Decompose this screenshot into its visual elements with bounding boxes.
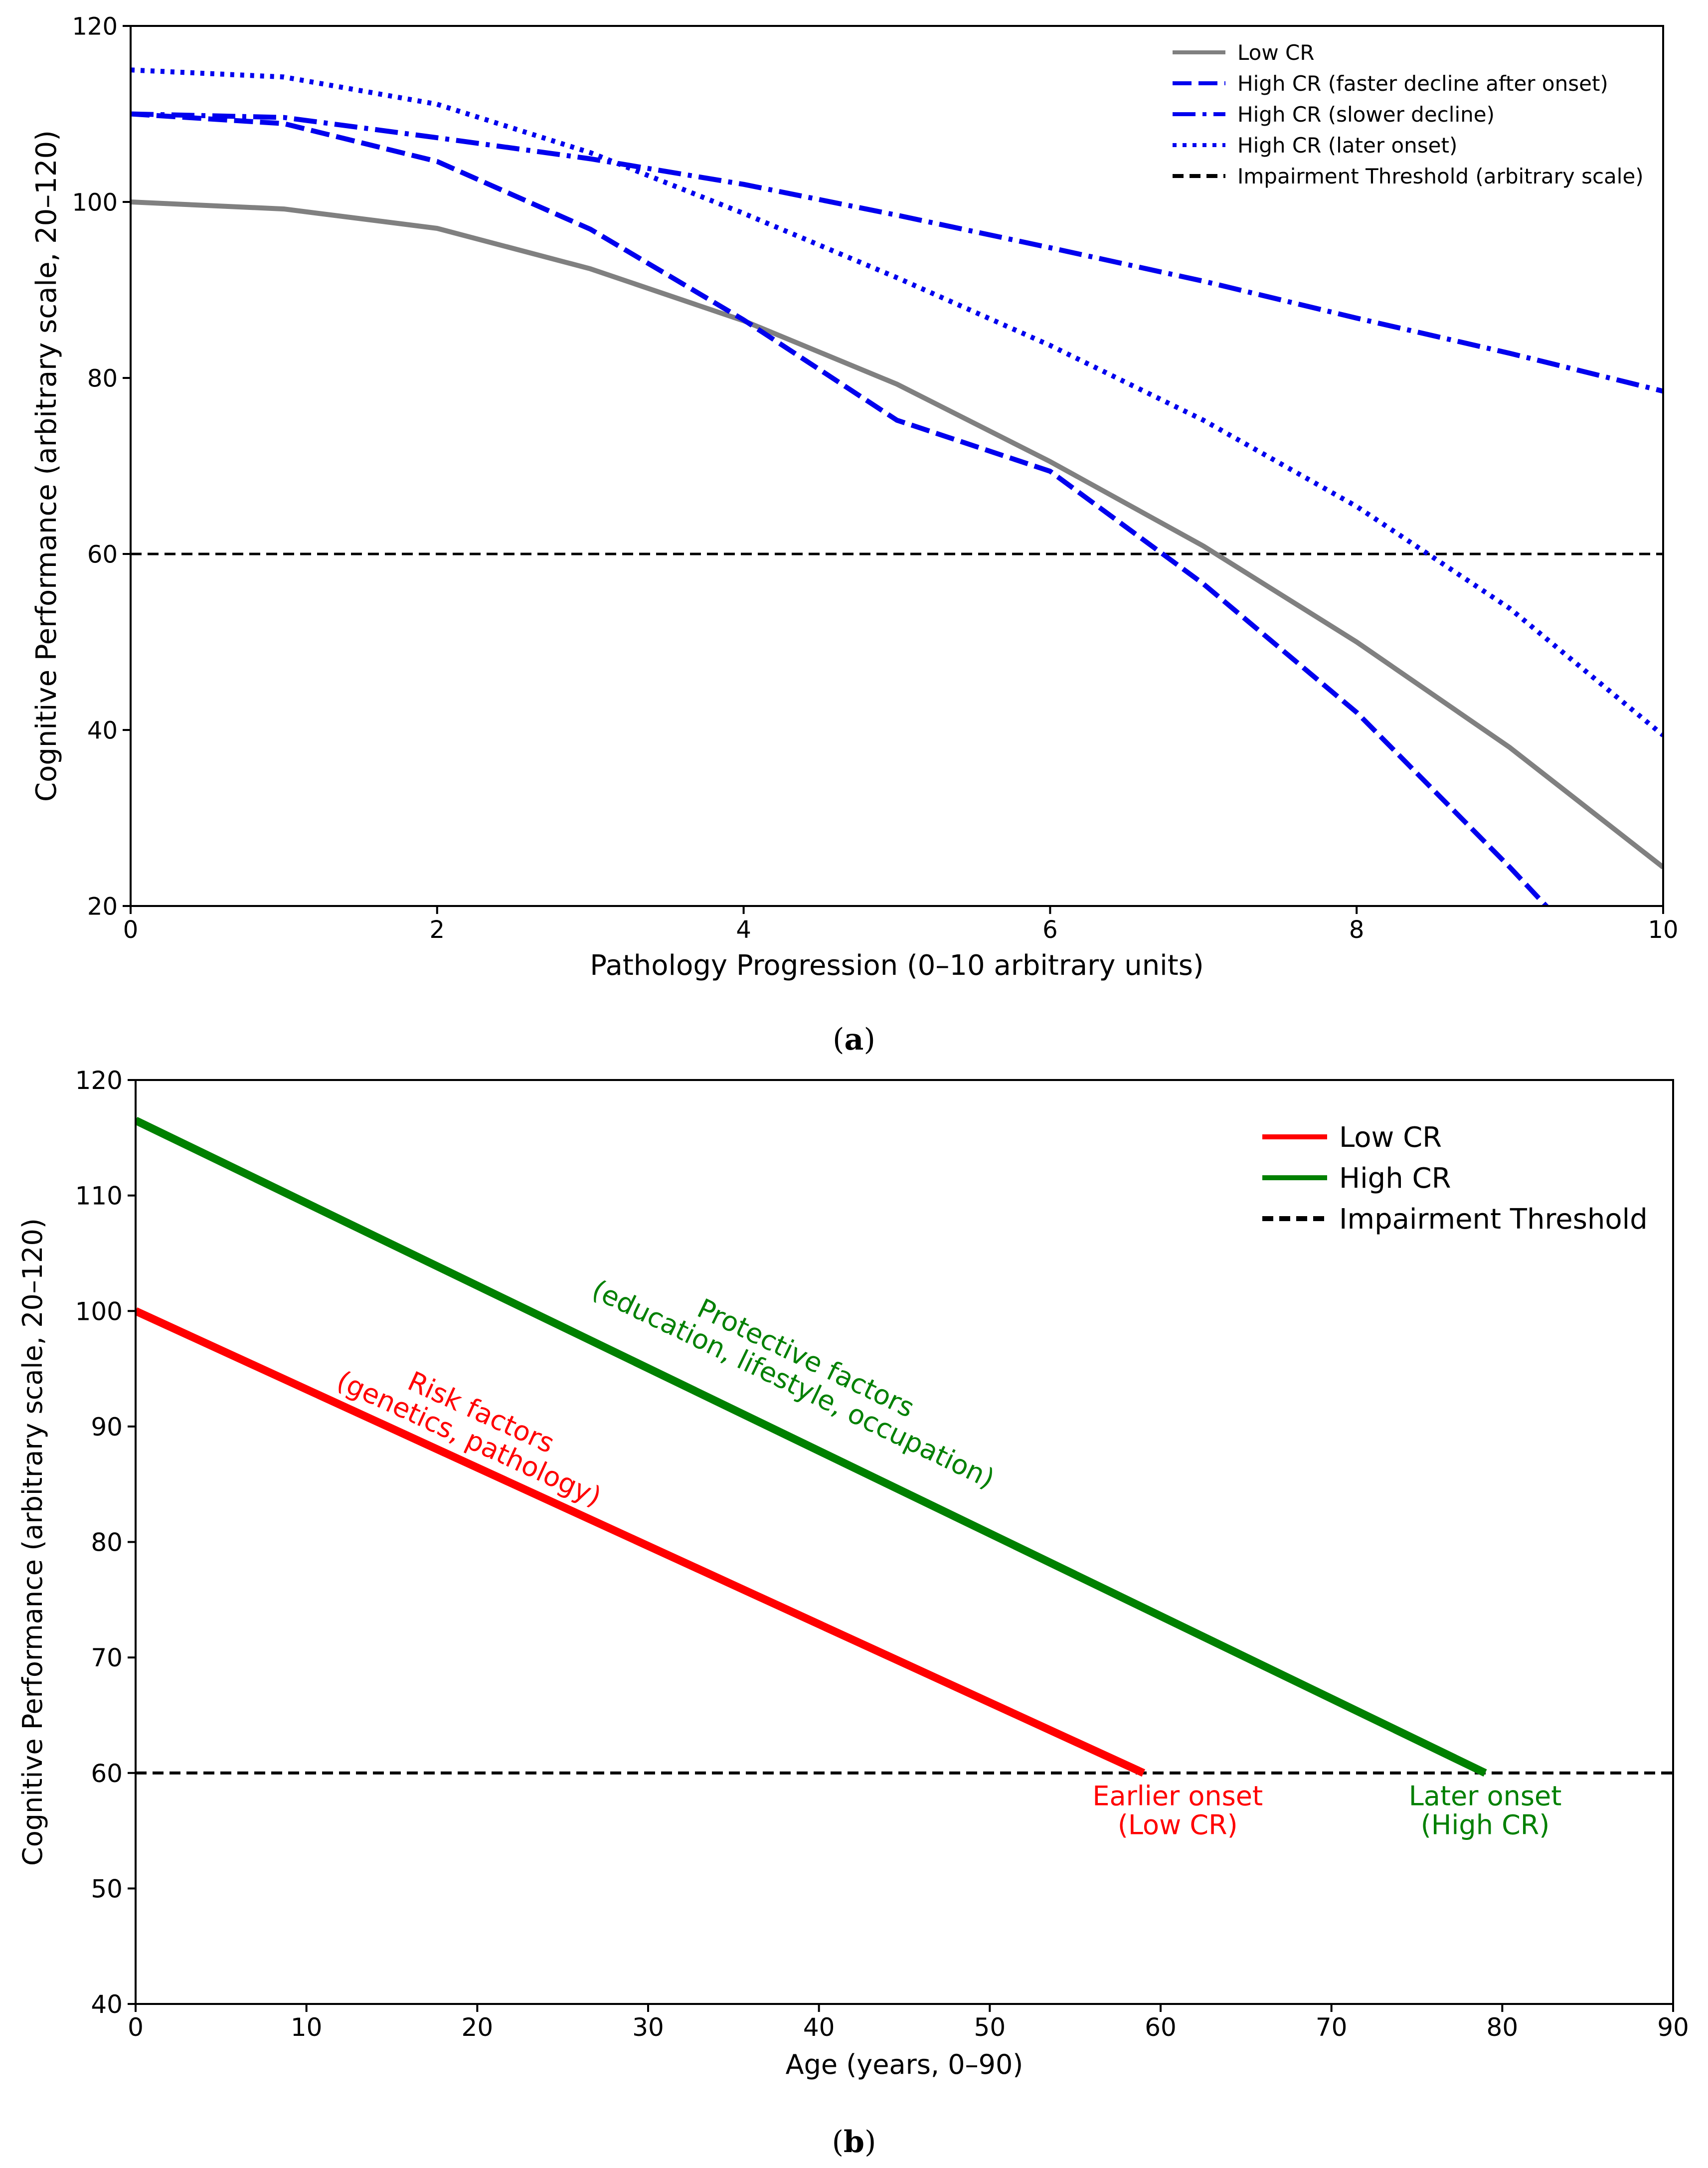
panel-a-x-tick-label: 0 (123, 916, 139, 944)
panel-b-y-tick-label: 50 (91, 1874, 123, 1903)
panel-a-series-line-1 (131, 199, 1663, 870)
panel-b-annotation-4-line-1: Later onset (1409, 1781, 1562, 1812)
panel-a-series-line-2 (131, 111, 1550, 906)
panel-b-y-tick-label: 120 (75, 1066, 123, 1095)
panel-b-x-axis-label: Age (years, 0–90) (786, 2049, 1024, 2080)
panel-b-annotation-3-line-2: (Low CR) (1118, 1809, 1238, 1841)
panel-a-y-tick-label: 60 (87, 541, 118, 568)
panel-a-series-line-3 (131, 111, 1663, 394)
panel-a-legend-label-4: High CR (later onset) (1237, 133, 1457, 158)
panel-b-series-group (136, 1116, 1487, 1777)
panel-a-x-axis-label: Pathology Progression (0–10 arbitrary un… (590, 949, 1203, 982)
panel-a-y-tick-label: 40 (87, 717, 118, 744)
panel-b-legend-label-3: Impairment Threshold (1339, 1203, 1648, 1236)
panel-b-annotation-3-line-1: Earlier onset (1092, 1781, 1263, 1812)
panel-a-y-tick-label: 20 (87, 893, 118, 920)
panel-b-y-tick-label: 90 (91, 1413, 123, 1442)
panel-b-series-line-1 (136, 1307, 1146, 1777)
panel-b-legend-label-2: High CR (1339, 1162, 1451, 1195)
panel-b-x-tick-label: 40 (803, 2013, 835, 2042)
panel-b-x-tick-label: 10 (291, 2013, 323, 2042)
panel-b-y-axis-label: Cognitive Performance (arbitrary scale, … (17, 1218, 48, 1866)
panel-a-chart: 0 2 4 6 8 10 20 40 60 80 100 120 Pathology Progressi… (30, 12, 1679, 982)
panel-a-series-line-4 (131, 67, 1663, 737)
panel-b-caption: (b) (832, 2125, 876, 2160)
panel-b-series-line-2 (136, 1116, 1487, 1777)
panel-b-y-tick-label: 60 (91, 1759, 123, 1788)
panel-a-y-tick-label: 120 (72, 12, 118, 40)
panel-b-x-tick-label: 80 (1487, 2013, 1519, 2042)
panel-b-x-tick-label: 20 (462, 2013, 494, 2042)
panel-b-annotation-4: Later onset(High CR) (1409, 1781, 1562, 1841)
panel-a-legend-label-1: Low CR (1237, 40, 1315, 65)
panel-b-y-tick-label: 40 (91, 1990, 123, 2019)
panel-a-y-tick-label: 80 (87, 364, 118, 392)
panel-a-x-tick-label: 8 (1349, 916, 1365, 944)
panel-b-x-tick-label: 60 (1145, 2013, 1177, 2042)
panel-b-y-tick-label: 80 (91, 1528, 123, 1557)
panel-b-x-tick-label: 70 (1316, 2013, 1348, 2042)
panel-a-y-tick-label: 100 (72, 188, 118, 216)
panel-a-legend-label-3: High CR (slower decline) (1237, 102, 1495, 127)
panel-b-y-tick-label: 110 (75, 1182, 123, 1211)
panel-b-x-tick-label: 0 (128, 2013, 144, 2042)
panel-b-x-tick-label: 50 (974, 2013, 1006, 2042)
panel-b-x-tick-label: 30 (632, 2013, 664, 2042)
panel-b-y-tick-label: 70 (91, 1643, 123, 1672)
panel-a-y-axis-label: Cognitive Performance (arbitrary scale, … (30, 130, 63, 802)
panel-a-x-tick-label: 2 (430, 916, 445, 944)
panel-b-annotation-4-line-2: (High CR) (1421, 1809, 1550, 1841)
panel-a-series-group (131, 67, 1663, 906)
panel-b-legend-label-1: Low CR (1339, 1121, 1442, 1154)
panel-b-y-tick-label: 100 (75, 1297, 123, 1326)
panel-a-x-tick-label: 4 (736, 916, 751, 944)
panel-a-x-tick-label: 10 (1648, 916, 1678, 944)
panel-b-x-tick-label: 90 (1657, 2013, 1689, 2042)
panel-b-annotation-3: Earlier onset(Low CR) (1092, 1781, 1263, 1841)
panel-a-caption: (a) (833, 1022, 875, 1057)
panel-a-axes-frame (130, 25, 1664, 907)
panel-a-legend-label-5: Impairment Threshold (arbitrary scale) (1237, 164, 1644, 188)
panel-a-legend-label-2: High CR (faster decline after onset) (1237, 71, 1608, 96)
panel-a-x-tick-label: 6 (1042, 916, 1058, 944)
